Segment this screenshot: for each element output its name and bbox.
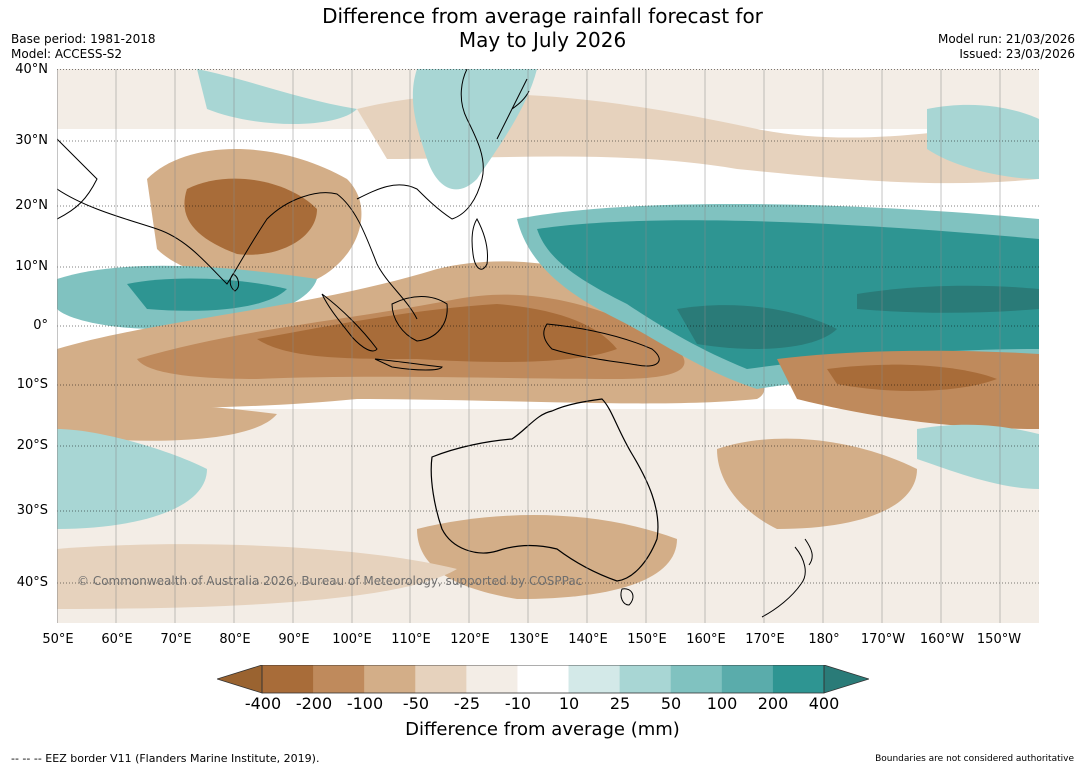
subantarctic-brown (57, 544, 457, 609)
lon-label: 180° (808, 632, 840, 647)
copyright-notice: © Commonwealth of Australia 2026, Bureau… (77, 574, 583, 588)
lon-label: 170°E (745, 632, 785, 647)
lat-label: 20°S (16, 438, 48, 453)
philippines-outline (471, 218, 488, 270)
north-pacific-teal (927, 104, 1039, 179)
new-guinea-outline (543, 323, 660, 367)
meta-right: Model run: 21/03/2026 Issued: 23/03/2026 (938, 32, 1075, 62)
lon-label: 60°E (101, 632, 133, 647)
eez-border-note: -- -- -- EEZ border V11 (Flanders Marine… (11, 752, 320, 765)
colorbar-tick: -400 (244, 694, 282, 713)
colorbar-segment (262, 665, 314, 693)
north-brown-band (357, 94, 1039, 184)
lat-label: 0° (33, 318, 48, 333)
lon-label: 150°W (976, 632, 1022, 647)
arabia-outline (57, 138, 98, 220)
tasman-brown (717, 438, 917, 529)
lat-label: 20°N (15, 198, 48, 213)
colorbar-segment (364, 665, 416, 693)
lon-label: 110°E (391, 632, 431, 647)
tasmania-outline (620, 588, 634, 606)
colorbar-tick: 200 (757, 694, 789, 713)
borneo-outline (391, 296, 448, 342)
lon-label: 100°E (332, 632, 372, 647)
lon-label: 150°E (627, 632, 667, 647)
model-run: Model run: 21/03/2026 (937, 32, 1075, 46)
lon-label: 160°W (919, 632, 965, 647)
colorbar-segment (415, 665, 467, 693)
colorbar-label: Difference from average (mm) (405, 719, 680, 740)
colorbar-tick: -100 (346, 694, 384, 713)
sumatra-outline (321, 293, 378, 352)
east-asia-teal (412, 69, 537, 190)
java-outline (374, 358, 443, 371)
lon-label: 140°E (568, 632, 608, 647)
lat-label: 10°S (16, 377, 48, 392)
southwest-teal (57, 429, 207, 529)
colorbar-tick: -25 (453, 694, 481, 713)
lat-label: 40°N (15, 62, 48, 77)
south-indian-brown (57, 403, 277, 441)
colorbar-tick: -10 (504, 694, 532, 713)
colorbar-segment (619, 665, 672, 693)
lon-label: 130°E (509, 632, 549, 647)
colorbar (217, 665, 869, 694)
model-name: Model: ACCESS-S2 (11, 47, 123, 61)
map-title: Difference from average rainfall forecas… (0, 4, 1085, 52)
pacific-teal-mid (537, 220, 1039, 369)
colorbar-segment (670, 665, 723, 693)
indian-ocean-teal-core (127, 278, 287, 311)
lon-label: 160°E (686, 632, 726, 647)
issued-date: Issued: 23/03/2026 (959, 47, 1075, 61)
colorbar-segment (313, 665, 365, 693)
boundary-disclaimer: Boundaries are not considered authoritat… (875, 754, 1074, 764)
colorbar-tick: 400 (808, 694, 840, 713)
australia-outline (430, 398, 659, 582)
lon-label: 170°W (860, 632, 906, 647)
colorbar-segment (568, 665, 621, 693)
lat-label: 30°N (15, 133, 48, 148)
rainfall-map (57, 69, 1039, 623)
colorbar-tick: -200 (295, 694, 333, 713)
colorbar-segment (466, 665, 518, 693)
title-line-2: May to July 2026 (458, 28, 627, 52)
meridians (57, 69, 1001, 623)
lon-label: 70°E (160, 632, 192, 647)
asia-coastline (57, 69, 484, 320)
south-pacific-teal (917, 424, 1039, 489)
colorbar-segments (217, 665, 869, 693)
colorbar-segment (721, 665, 774, 693)
south-australia-brown (417, 515, 677, 599)
lat-label: 10°N (15, 259, 48, 274)
india-brown-inner (184, 178, 317, 255)
colorbar-frame (261, 665, 825, 694)
himalaya-teal (197, 69, 357, 124)
lat-label: 30°S (16, 503, 48, 518)
meta-left: Base period: 1981-2018 Model: ACCESS-S2 (11, 32, 156, 62)
new-zealand-outline (761, 538, 813, 618)
sri-lanka-outline (229, 273, 240, 292)
base-period: Base period: 1981-2018 (11, 32, 156, 46)
pacific-teal-core-east (857, 285, 1039, 313)
lon-label: 90°E (278, 632, 310, 647)
colorbar-segment (824, 665, 869, 693)
colorbar-tick: 50 (660, 694, 682, 713)
lon-label: 50°E (42, 632, 74, 647)
colorbar-tick: 25 (609, 694, 631, 713)
title-line-1: Difference from average rainfall forecas… (322, 4, 763, 28)
colorbar-tick: 10 (558, 694, 580, 713)
lat-label: 40°S (16, 575, 48, 590)
colorbar-segment (217, 665, 262, 693)
south-pacific-brown-core (827, 364, 997, 391)
lon-label: 80°E (219, 632, 251, 647)
lon-label: 120°E (450, 632, 490, 647)
colorbar-tick: 100 (706, 694, 738, 713)
colorbar-segment (517, 665, 570, 693)
colorbar-tick: -50 (402, 694, 430, 713)
pacific-teal-core (677, 305, 837, 349)
colorbar-segment (772, 665, 825, 693)
